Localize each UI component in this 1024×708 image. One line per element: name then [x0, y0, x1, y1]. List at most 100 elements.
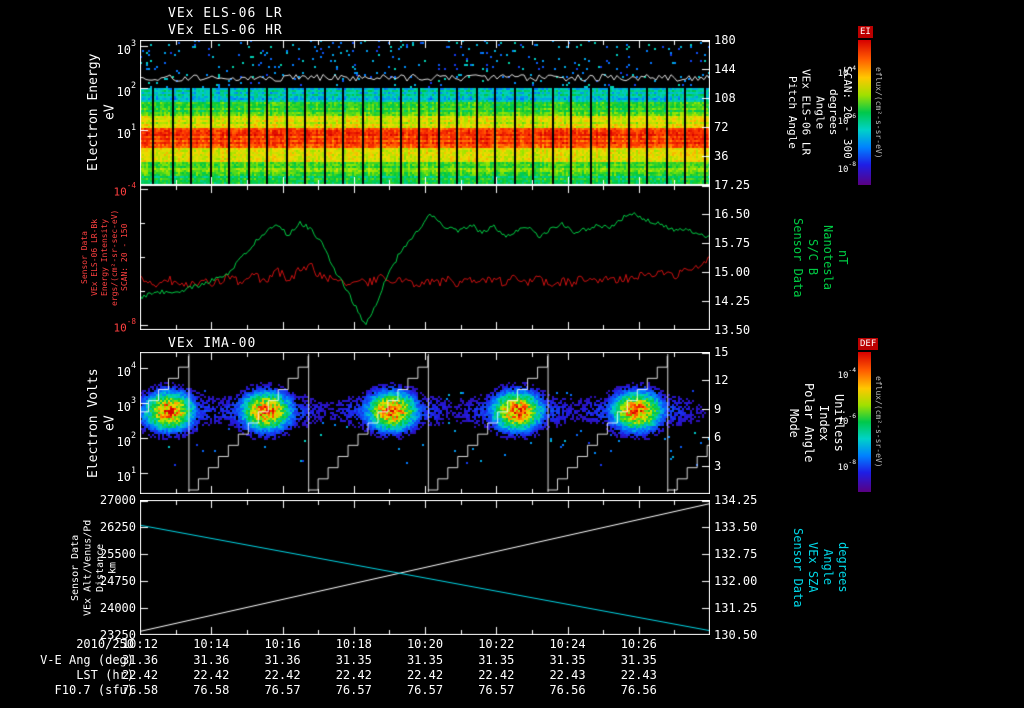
footer-row-value: 31.36 [264, 653, 301, 667]
panel3-right-tick-label: 9 [714, 402, 722, 416]
footer-row-value: 22.42 [193, 668, 230, 682]
panel1-right-axis-title: Pitch Angle VEx ELS-06 LR Angle degrees SCAN… [785, 66, 854, 159]
panel2-bfield-line-canvas [140, 185, 710, 330]
panel3-ima-spectrogram-canvas [140, 352, 710, 494]
footer-row-label: LST (hr) [76, 668, 134, 682]
footer-row-value: 76.58 [121, 683, 159, 697]
panel2-right-axis-title: Sensor Data S/C B Nanotesla nT [791, 217, 850, 298]
time-tick-label: 10:18 [335, 637, 372, 651]
footer-row-value: 31.35 [620, 653, 657, 667]
panel2-right-tick-label: 15.00 [714, 265, 751, 279]
footer-row-value: 31.36 [193, 653, 230, 667]
panel2-right-tick-label: 16.50 [714, 207, 751, 221]
panel4-right-tick-label: 131.25 [714, 601, 758, 615]
time-tick-label: 10:12 [121, 637, 159, 651]
panel4-left-tick-label: 25500 [99, 547, 136, 561]
time-tick-label: 10:20 [406, 637, 444, 651]
panel2-right-tick-label: 17.25 [714, 178, 751, 192]
colorbar-ei-tick-label: 10-8 [837, 160, 856, 175]
panel4-left-tick-label: 23250 [99, 628, 136, 642]
colorbar-def-title: DEF [858, 338, 879, 350]
panel1-right-tick-label: 180 [714, 33, 736, 47]
panel1-left-tick-label: 103 [116, 38, 137, 57]
colorbar-def-tick-label: 10-4 [837, 366, 856, 381]
footer-row-value: 76.58 [193, 683, 230, 697]
colorbar-def [858, 352, 871, 492]
panel4-left-tick-label: 26250 [99, 520, 136, 534]
panel4-right-tick-label: 134.25 [714, 493, 758, 507]
panel2-left-axis-title: Sensor Data VEx ELS-06 LR-Bk Energy Intens… [80, 209, 129, 306]
panel3-left-tick-label: 101 [116, 465, 137, 484]
colorbar-ei-unit-label: eflux/(cm²-s-sr-eV) [874, 66, 883, 159]
time-tick-label: 10:16 [264, 637, 301, 651]
panel3-right-tick-label: 3 [714, 459, 722, 473]
date-label: 2010/250 [76, 637, 134, 651]
panel3-title: VEx IMA-00 [168, 336, 257, 351]
footer-row-value: 76.57 [478, 683, 515, 697]
colorbar-ei-title: EI [858, 26, 873, 38]
colorbar-ei [858, 40, 871, 185]
footer-row-value: 76.57 [406, 683, 444, 697]
colorbar-ei-tick-label: 10-4 [837, 64, 856, 79]
panel4-right-tick-label: 132.00 [714, 574, 758, 588]
panel1-title-line2: VEx ELS-06 HR [168, 23, 283, 38]
time-tick-label: 10:26 [620, 637, 657, 651]
footer-row-value: 22.42 [335, 668, 372, 682]
panel1-left-axis-title: Electron Energy eV [86, 53, 118, 172]
footer-row-value: 22.43 [620, 668, 657, 682]
panel4-altitude-sza-canvas [140, 500, 710, 635]
footer-row-value: 22.42 [121, 668, 159, 682]
footer-row-value: 22.42 [406, 668, 444, 682]
panel1-left-tick-label: 102 [116, 80, 137, 99]
panel1-title-line1: VEx ELS-06 LR [168, 6, 283, 21]
colorbar-def-tick-label: 10-6 [837, 412, 856, 427]
footer-row-value: 31.35 [549, 653, 586, 667]
panel3-right-tick-label: 12 [714, 373, 729, 387]
colorbar-def-unit-label: eflux/(cm²-s-sr-eV) [874, 376, 883, 468]
footer-row-value: 31.35 [406, 653, 444, 667]
panel4-left-tick-label: 24000 [99, 601, 136, 615]
footer-row-value: 76.57 [264, 683, 301, 697]
panel3-right-axis-title: Mode Polar Angle Index Unitless [787, 383, 846, 463]
panel1-left-tick-label: 101 [116, 122, 137, 141]
footer-row-value: 22.42 [478, 668, 515, 682]
panel1-right-tick-label: 36 [714, 149, 729, 163]
footer-row-label: F10.7 (sfu) [54, 683, 134, 697]
panel4-right-tick-label: 132.75 [714, 547, 758, 561]
footer-row-label: V-E Ang (deg) [40, 653, 134, 667]
panel3-left-tick-label: 104 [116, 360, 137, 379]
panel2-right-tick-label: 15.75 [714, 236, 751, 250]
panel1-right-tick-label: 144 [714, 62, 736, 76]
panel4-right-axis-title: Sensor Data VEx SZA Angle degrees [791, 527, 850, 608]
panel4-left-tick-label: 27000 [99, 493, 136, 507]
panel3-left-axis-title: Electron Volts eV [86, 368, 118, 478]
panel3-right-tick-label: 15 [714, 345, 729, 359]
footer-row-value: 31.36 [121, 653, 159, 667]
panel3-right-tick-label: 6 [714, 430, 722, 444]
panel4-right-tick-label: 130.50 [714, 628, 758, 642]
panel3-left-tick-label: 102 [116, 430, 137, 449]
panel2-left-tick-label: 10-4 [113, 181, 136, 199]
colorbar-ei-tick-label: 10-6 [837, 112, 856, 127]
panel4-left-tick-label: 24750 [99, 574, 136, 588]
footer-row-value: 31.35 [335, 653, 372, 667]
panel4-right-tick-label: 133.50 [714, 520, 758, 534]
footer-row-value: 76.57 [335, 683, 372, 697]
time-tick-label: 10:14 [193, 637, 230, 651]
footer-row-value: 22.42 [264, 668, 301, 682]
panel3-left-tick-label: 103 [116, 395, 137, 414]
panel1-right-tick-label: 108 [714, 91, 736, 105]
time-tick-label: 10:22 [478, 637, 515, 651]
panel2-left-tick-label: 10-8 [113, 317, 136, 335]
panel1-els-spectrogram-canvas [140, 40, 710, 185]
panel1-right-tick-label: 72 [714, 120, 729, 134]
footer-row-value: 76.56 [549, 683, 586, 697]
footer-row-value: 76.56 [620, 683, 657, 697]
time-tick-label: 10:24 [549, 637, 586, 651]
panel2-right-tick-label: 14.25 [714, 294, 751, 308]
panel4-left-axis-title: Sensor Data VEx Alt/Venus/Pd Distance km [70, 519, 119, 616]
footer-row-value: 22.43 [549, 668, 586, 682]
panel2-right-tick-label: 13.50 [714, 323, 751, 337]
colorbar-def-tick-label: 10-8 [837, 458, 856, 473]
